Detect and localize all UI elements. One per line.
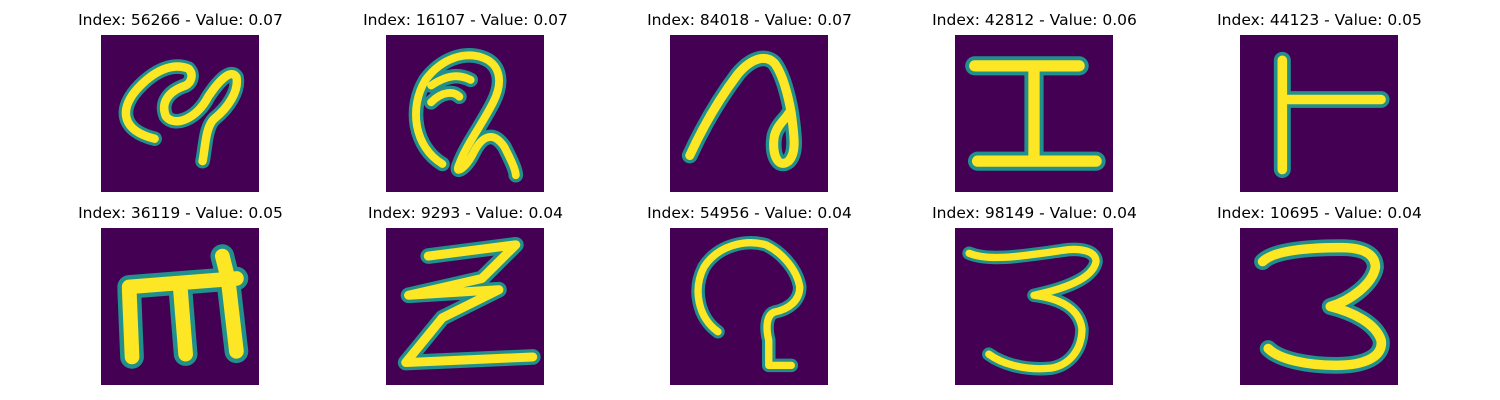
glyph-image [386, 228, 544, 385]
panel-title: Index: 44123 - Value: 0.05 [1217, 11, 1422, 29]
glyph-image [101, 35, 259, 192]
image-panel-10: Index: 10695 - Value: 0.04 [1177, 193, 1462, 385]
image-panel-2: Index: 16107 - Value: 0.07 [323, 0, 608, 192]
panel-title: Index: 10695 - Value: 0.04 [1217, 204, 1422, 222]
panel-title: Index: 54956 - Value: 0.04 [647, 204, 852, 222]
panel-title: Index: 42812 - Value: 0.06 [932, 11, 1137, 29]
glyph-image [386, 35, 544, 192]
glyph-image [1240, 228, 1398, 385]
image-panel-9: Index: 98149 - Value: 0.04 [892, 193, 1177, 385]
glyph-image [670, 35, 828, 192]
image-panel-1: Index: 56266 - Value: 0.07 [38, 0, 323, 192]
image-panel-5: Index: 44123 - Value: 0.05 [1177, 0, 1462, 192]
glyph-image [101, 228, 259, 385]
image-panel-3: Index: 84018 - Value: 0.07 [607, 0, 892, 192]
image-panel-8: Index: 54956 - Value: 0.04 [607, 193, 892, 385]
glyph-image [955, 228, 1113, 385]
panel-title: Index: 16107 - Value: 0.07 [363, 11, 568, 29]
panel-title: Index: 36119 - Value: 0.05 [78, 204, 283, 222]
panel-title: Index: 84018 - Value: 0.07 [647, 11, 852, 29]
image-panel-4: Index: 42812 - Value: 0.06 [892, 0, 1177, 192]
panel-title: Index: 56266 - Value: 0.07 [78, 11, 283, 29]
glyph-image [1240, 35, 1398, 192]
glyph-image [670, 228, 828, 385]
image-panel-7: Index: 9293 - Value: 0.04 [323, 193, 608, 385]
glyph-image [955, 35, 1113, 192]
panel-title: Index: 98149 - Value: 0.04 [932, 204, 1137, 222]
image-panel-6: Index: 36119 - Value: 0.05 [38, 193, 323, 385]
panel-title: Index: 9293 - Value: 0.04 [368, 204, 563, 222]
